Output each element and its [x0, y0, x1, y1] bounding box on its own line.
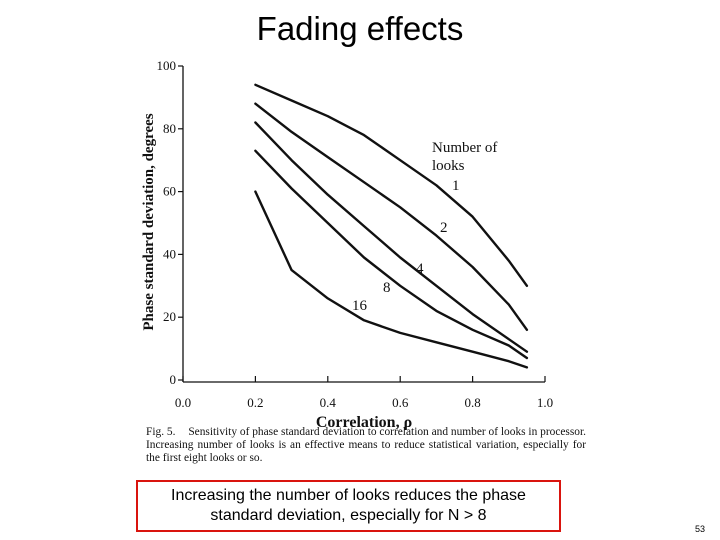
- series-label-8: 8: [383, 280, 391, 296]
- y-tick-label: 100: [157, 58, 177, 73]
- y-axis-label: Phase standard deviation, degrees: [141, 113, 157, 330]
- y-tick-label: 60: [163, 184, 176, 199]
- series: 1 2 4 8 16: [254, 83, 529, 369]
- x-tick-label: 0.2: [247, 395, 263, 410]
- figure-caption: Fig. 5. Sensitivity of phase standard de…: [146, 426, 586, 465]
- x-tick-label: 0.8: [464, 395, 480, 410]
- series-line-1-looks: [254, 83, 529, 287]
- labels: Phase standard deviation, degrees Correl…: [141, 113, 497, 430]
- figure-label: Fig. 5.: [146, 426, 176, 438]
- y-tick-label: 40: [163, 246, 176, 261]
- y-tick-label: 20: [163, 309, 176, 324]
- series-label-16: 16: [352, 298, 368, 314]
- series-label-2: 2: [440, 220, 448, 236]
- axes: [182, 66, 545, 383]
- series-line-2-looks: [254, 102, 529, 331]
- x-tick-label: 1.0: [537, 395, 553, 410]
- x-tick-label: 0.4: [320, 395, 337, 410]
- series-label-4: 4: [416, 261, 424, 277]
- series-line-4-looks: [254, 121, 529, 353]
- phase-std-chart: 0 20 40 60 80 100 0.0 0.2 0.4 0.6 0.8 1.0 1 2 4 8 16 Ph…: [141, 58, 554, 430]
- ticks: 0 20 40 60 80 100 0.0 0.2 0.4 0.6 0.8 1.0: [157, 58, 554, 410]
- x-tick-label: 0.0: [175, 395, 191, 410]
- figure-caption-text: Sensitivity of phase standard deviation …: [146, 426, 587, 464]
- page-number: 53: [695, 524, 706, 534]
- series-line-8-looks: [254, 149, 529, 360]
- series-label-1: 1: [452, 178, 460, 194]
- legend-title-line-2: looks: [432, 158, 465, 174]
- legend-title-line-1: Number of: [432, 140, 497, 156]
- y-tick-label: 0: [170, 372, 177, 387]
- y-tick-label: 80: [163, 121, 176, 136]
- callout-box: Increasing the number of looks reduces t…: [136, 480, 561, 532]
- x-axis-label: Correlation, ρ: [316, 414, 412, 430]
- x-tick-label: 0.6: [392, 395, 409, 410]
- series-line-16-looks: [254, 190, 529, 369]
- slide-title: Fading effects: [256, 10, 464, 47]
